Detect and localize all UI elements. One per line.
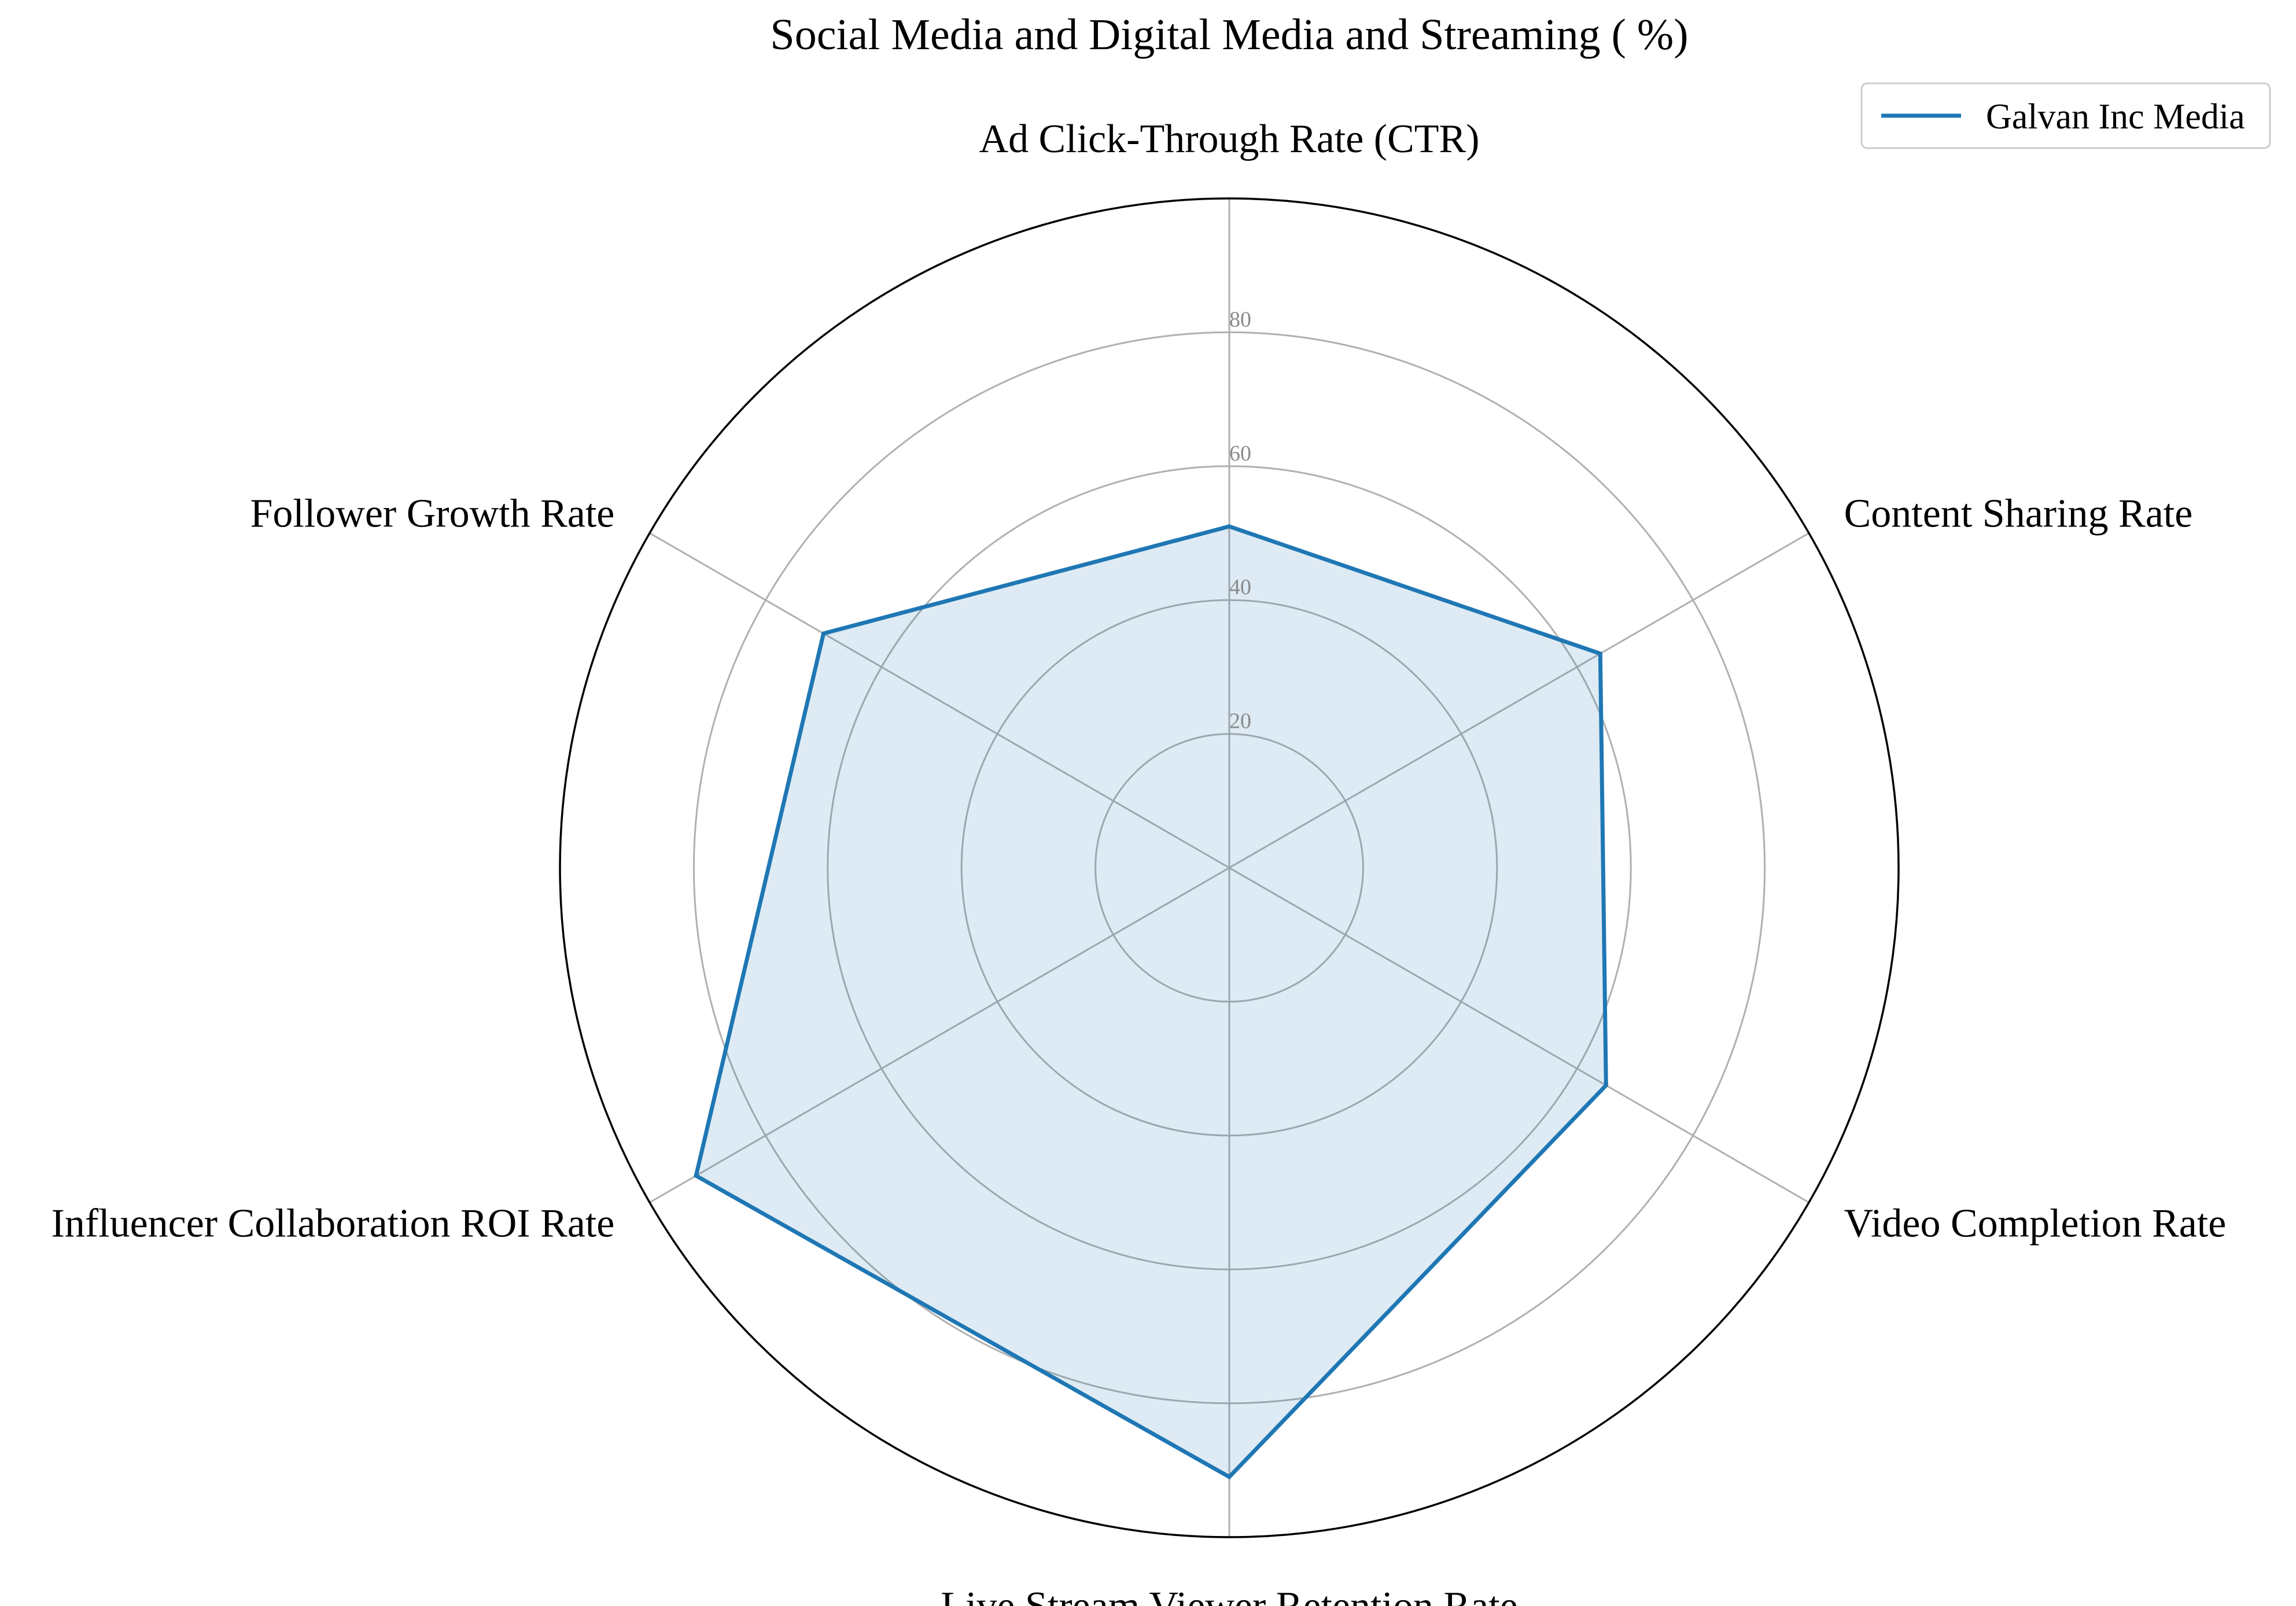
chart-title: Social Media and Digital Media and Strea… bbox=[770, 10, 1688, 59]
data-point bbox=[1227, 1475, 1232, 1479]
category-label: Content Sharing Rate bbox=[1844, 492, 2193, 536]
data-point bbox=[1227, 524, 1232, 529]
legend-box bbox=[1860, 82, 2271, 149]
grid-spoke bbox=[1229, 867, 1809, 1203]
data-point bbox=[1604, 1083, 1608, 1088]
outer-frame-circle bbox=[559, 197, 1900, 1538]
data-point bbox=[821, 631, 826, 636]
radial-tick-label: 80 bbox=[1229, 307, 1251, 331]
category-label: Influencer Collaboration ROI Rate bbox=[51, 1202, 615, 1246]
category-label: Video Completion Rate bbox=[1844, 1202, 2227, 1246]
radial-tick-label: 60 bbox=[1229, 441, 1251, 466]
series-area-0 bbox=[696, 526, 1606, 1477]
category-label: Follower Growth Rate bbox=[250, 492, 614, 536]
data-point bbox=[1598, 651, 1602, 656]
category-label: Live Stream Viewer Retention Rate bbox=[941, 1584, 1518, 1606]
radial-tick-label: 20 bbox=[1229, 709, 1251, 734]
data-point bbox=[694, 1173, 698, 1178]
radar-grid bbox=[559, 197, 1900, 1538]
grid-spoke bbox=[1229, 532, 1809, 869]
radial-tick-labels: 20 40 60 80 bbox=[1229, 307, 1251, 733]
radial-tick-label: 40 bbox=[1229, 575, 1251, 599]
grid-spoke bbox=[649, 532, 1230, 869]
category-label: Ad Click-Through Rate (CTR) bbox=[979, 117, 1479, 161]
radar-series-layer bbox=[694, 524, 1608, 1480]
legend-label: Galvan Inc Media bbox=[1986, 97, 2245, 137]
legend: Galvan Inc Media bbox=[1860, 82, 2271, 149]
grid-spoke bbox=[649, 867, 1230, 1203]
category-labels: Ad Click-Through Rate (CTR) Content Shari… bbox=[51, 117, 2227, 1606]
